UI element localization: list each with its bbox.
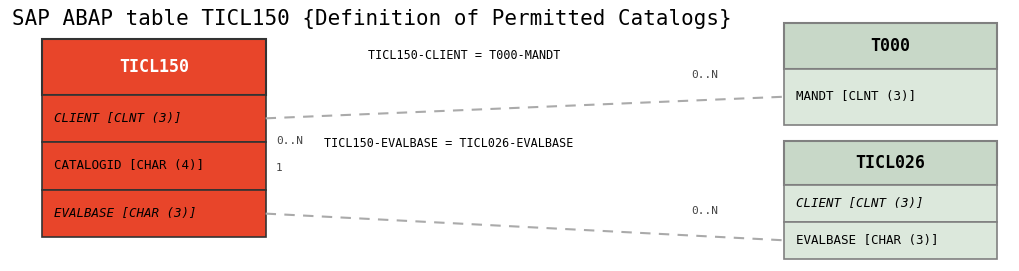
- Bar: [784, 185, 998, 222]
- Text: MANDT [CLNT (3)]: MANDT [CLNT (3)]: [796, 90, 916, 103]
- Bar: [784, 69, 998, 125]
- Text: CLIENT [CLNT (3)]: CLIENT [CLNT (3)]: [796, 197, 923, 210]
- Bar: [784, 141, 998, 185]
- Text: 0..N: 0..N: [276, 136, 303, 146]
- Text: TICL026: TICL026: [856, 154, 925, 172]
- Text: 0..N: 0..N: [691, 70, 717, 80]
- Text: TICL150: TICL150: [119, 58, 189, 76]
- Text: TICL150-CLIENT = T000-MANDT: TICL150-CLIENT = T000-MANDT: [368, 49, 560, 62]
- Text: 1: 1: [276, 163, 282, 173]
- Bar: [42, 142, 266, 190]
- Text: EVALBASE [CHAR (3)]: EVALBASE [CHAR (3)]: [54, 207, 197, 220]
- Bar: [42, 190, 266, 237]
- Text: TICL150-EVALBASE = TICL026-EVALBASE: TICL150-EVALBASE = TICL026-EVALBASE: [324, 137, 574, 150]
- Text: T000: T000: [870, 37, 911, 55]
- Bar: [42, 95, 266, 142]
- Text: CLIENT [CLNT (3)]: CLIENT [CLNT (3)]: [54, 112, 181, 125]
- Text: EVALBASE [CHAR (3)]: EVALBASE [CHAR (3)]: [796, 234, 938, 247]
- Bar: [784, 23, 998, 69]
- Text: CATALOGID [CHAR (4)]: CATALOGID [CHAR (4)]: [54, 159, 204, 172]
- Text: 0..N: 0..N: [691, 206, 717, 216]
- Bar: [42, 39, 266, 95]
- Text: SAP ABAP table TICL150 {Definition of Permitted Catalogs}: SAP ABAP table TICL150 {Definition of Pe…: [11, 9, 732, 30]
- Bar: [784, 222, 998, 259]
